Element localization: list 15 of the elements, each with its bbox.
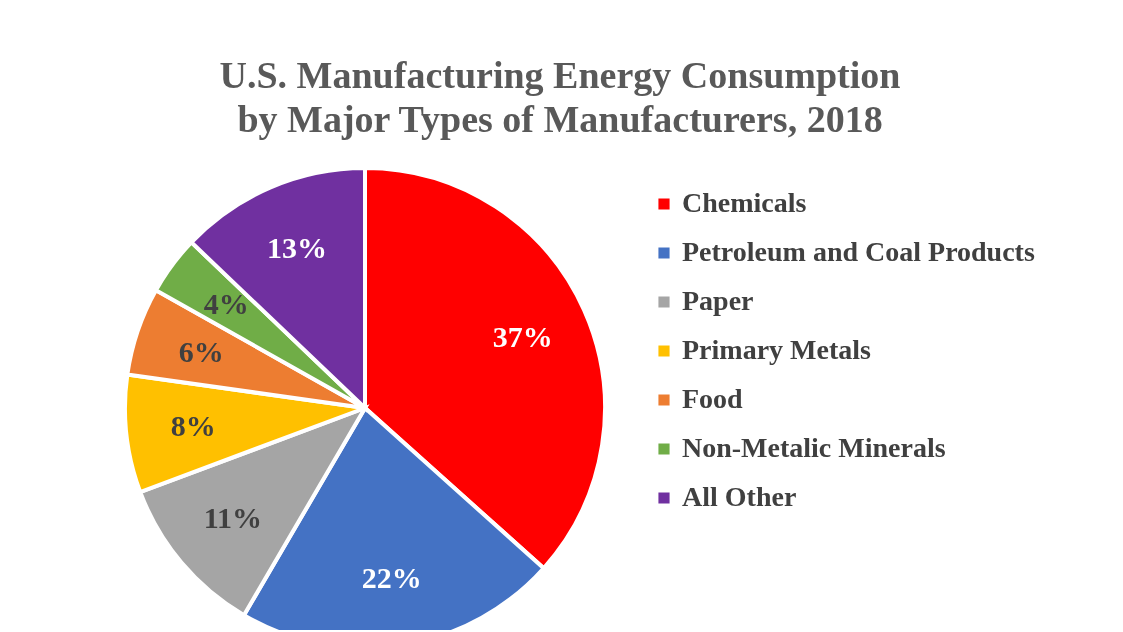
legend-label: Primary Metals: [682, 334, 872, 365]
data-label: 13%: [267, 231, 328, 265]
data-label: 37%: [492, 319, 553, 353]
legend-label: Paper: [682, 285, 754, 316]
data-label: 11%: [203, 501, 262, 535]
legend-label: Non-Metalic Minerals: [682, 432, 946, 463]
data-label: 22%: [361, 560, 422, 594]
chart-title: U.S. Manufacturing Energy Consumption by Major Types of Manufacturers, 2018: [219, 54, 901, 140]
data-label: 8%: [170, 408, 216, 442]
legend-label: Chemicals: [682, 187, 807, 218]
legend-label: Food: [682, 383, 744, 414]
data-label: 6%: [178, 334, 224, 368]
legend-label: All Other: [682, 481, 797, 512]
data-label: 4%: [203, 287, 249, 321]
legend-label: Petroleum and Coal Products: [682, 236, 1035, 267]
